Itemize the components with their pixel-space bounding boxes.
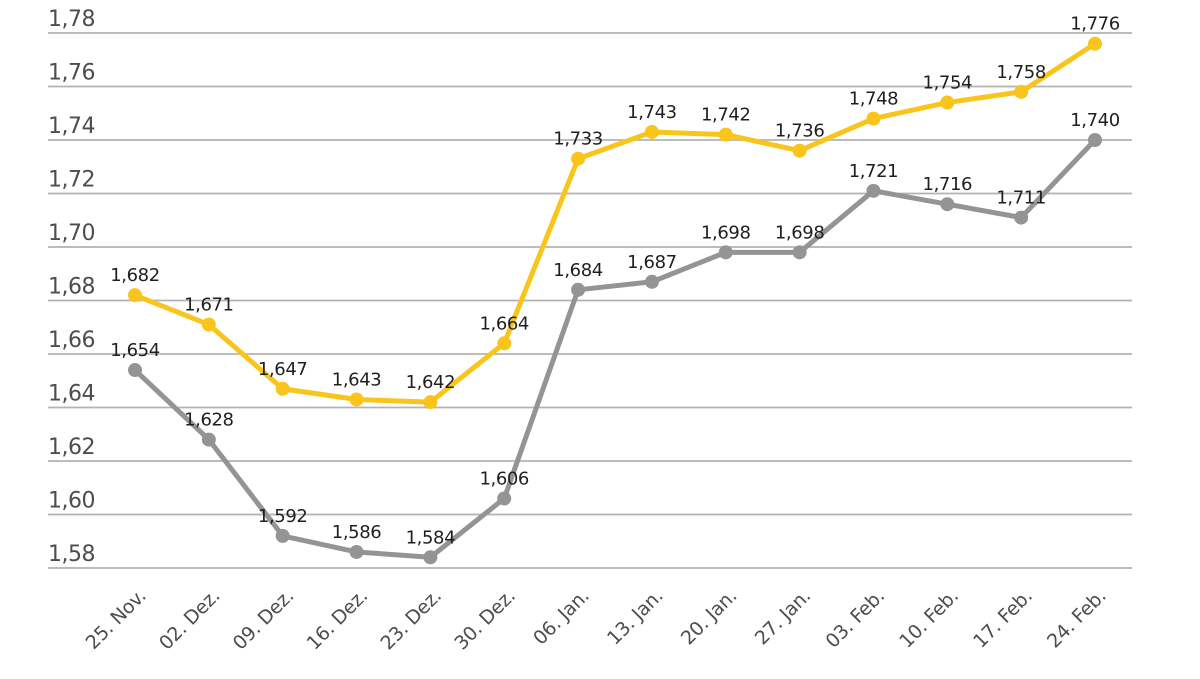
lower-series-point xyxy=(792,245,807,260)
upper-series-point xyxy=(718,127,733,142)
lower-series-value-label: 1,698 xyxy=(775,222,825,243)
upper-series-point xyxy=(940,95,955,110)
upper-series-value-label: 1,682 xyxy=(110,265,160,286)
x-axis-tick-label: 25. Nov. xyxy=(82,585,151,654)
lower-series-point xyxy=(718,245,733,260)
y-axis-tick-label: 1,60 xyxy=(48,489,95,514)
lower-series-value-label: 1,586 xyxy=(332,522,382,543)
upper-series-point xyxy=(128,288,142,303)
y-axis-tick-label: 1,58 xyxy=(48,542,95,567)
upper-series-value-label: 1,733 xyxy=(553,129,603,150)
lower-series-value-label: 1,592 xyxy=(258,506,308,527)
y-axis-tick-label: 1,64 xyxy=(48,382,95,407)
lower-series-point xyxy=(128,363,142,378)
lower-series-value-label: 1,711 xyxy=(996,188,1046,209)
y-axis-tick-label: 1,68 xyxy=(48,275,95,300)
lower-series-value-label: 1,716 xyxy=(923,174,973,195)
lower-series-point xyxy=(423,550,438,565)
upper-series-value-label: 1,742 xyxy=(701,105,751,126)
y-axis-tick-label: 1,62 xyxy=(48,435,95,460)
upper-series-value-label: 1,776 xyxy=(1070,14,1120,35)
lower-series-point xyxy=(644,274,659,289)
y-axis-tick-label: 1,66 xyxy=(48,328,95,353)
lower-series-value-label: 1,740 xyxy=(1070,110,1120,131)
upper-series-value-label: 1,671 xyxy=(184,295,234,316)
upper-series-value-label: 1,758 xyxy=(996,62,1046,83)
lower-series-value-label: 1,628 xyxy=(184,410,234,431)
y-axis-tick-label: 1,70 xyxy=(48,221,95,246)
lower-series-point xyxy=(940,197,955,212)
y-axis-tick-label: 1,76 xyxy=(48,61,95,86)
upper-series-point xyxy=(792,143,807,158)
lower-series-value-label: 1,684 xyxy=(553,260,603,281)
x-axis-tick-label: 06. Jan. xyxy=(529,585,593,649)
x-axis-tick-label: 02. Dez. xyxy=(155,585,224,654)
lower-series-value-label: 1,687 xyxy=(627,252,677,273)
lower-series-point xyxy=(497,491,512,506)
upper-series-value-label: 1,736 xyxy=(775,121,825,142)
lower-series-point xyxy=(1088,133,1102,147)
y-axis-tick-label: 1,78 xyxy=(48,7,95,32)
upper-series-point xyxy=(571,151,586,166)
lower-series-value-label: 1,721 xyxy=(849,161,899,182)
y-axis-tick-label: 1,72 xyxy=(48,168,95,193)
lower-series-value-label: 1,584 xyxy=(406,527,456,548)
lower-series-point xyxy=(1014,210,1029,225)
x-axis-tick-label: 20. Jan. xyxy=(677,585,741,649)
lower-series-point xyxy=(275,528,290,543)
upper-series-point xyxy=(201,317,216,332)
upper-series-value-label: 1,748 xyxy=(849,89,899,110)
upper-series-point xyxy=(423,395,438,410)
upper-series-point xyxy=(497,336,512,351)
lower-series-value-label: 1,606 xyxy=(479,468,529,489)
lower-series-line xyxy=(132,137,1098,560)
upper-series-value-label: 1,743 xyxy=(627,102,677,123)
x-axis-tick-label: 27. Jan. xyxy=(751,585,815,649)
x-axis-tick-label: 30. Dez. xyxy=(450,585,519,654)
upper-series-point xyxy=(1014,84,1029,99)
lower-series-point xyxy=(866,183,881,198)
y-axis-tick-label: 1,74 xyxy=(48,114,95,139)
x-axis-tick-label: 17. Feb. xyxy=(969,585,1037,653)
upper-series-value-label: 1,664 xyxy=(479,313,529,334)
upper-series-value-label: 1,647 xyxy=(258,359,308,380)
x-axis-tick-label: 13. Jan. xyxy=(603,585,667,649)
x-axis-tick-label: 03. Feb. xyxy=(821,585,889,653)
lower-series-value-label: 1,654 xyxy=(110,340,160,361)
upper-series-value-label: 1,754 xyxy=(923,73,973,94)
upper-series-value-label: 1,643 xyxy=(332,369,382,390)
upper-series-point xyxy=(349,392,364,407)
x-axis-tick-label: 23. Dez. xyxy=(376,585,445,654)
lower-series-point xyxy=(201,432,216,447)
upper-series-point xyxy=(866,111,881,126)
x-axis-tick-label: 10. Feb. xyxy=(895,585,963,653)
upper-series-value-label: 1,642 xyxy=(406,372,456,393)
x-axis-tick-label: 24. Feb. xyxy=(1043,585,1111,653)
lower-series-point xyxy=(349,544,364,559)
upper-series-point xyxy=(644,124,659,139)
lower-series-value-label: 1,698 xyxy=(701,222,751,243)
lower-series-point xyxy=(571,282,586,297)
upper-series-point xyxy=(275,381,290,396)
upper-series-point xyxy=(1088,36,1102,51)
x-axis-tick-label: 16. Dez. xyxy=(303,585,372,654)
x-axis-tick-label: 09. Dez. xyxy=(229,585,298,654)
upper-series-line xyxy=(132,41,1098,405)
